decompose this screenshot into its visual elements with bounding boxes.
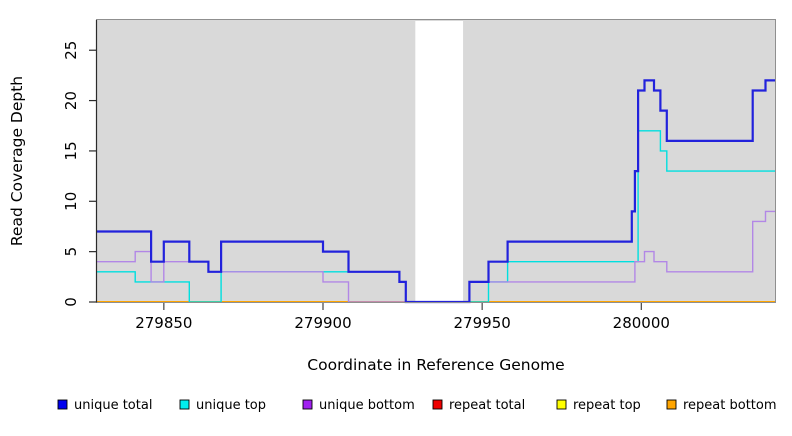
x-tick-label: 279950 xyxy=(454,314,511,332)
x-tick-label: 280000 xyxy=(613,314,670,332)
legend-label-repeat-bottom: repeat bottom xyxy=(683,398,777,413)
x-tick-label: 279900 xyxy=(294,314,351,332)
coverage-gap-region xyxy=(415,21,464,302)
y-tick-label: 15 xyxy=(62,141,80,160)
legend-swatch-unique-top xyxy=(179,399,190,410)
legend-swatch-unique-total xyxy=(57,399,68,410)
y-tick-label: 25 xyxy=(62,41,80,60)
legend-label-repeat-total: repeat total xyxy=(449,398,525,413)
y-tick-label: 0 xyxy=(62,297,80,307)
series-unique-total xyxy=(97,79,775,304)
y-axis-title: Read Coverage Depth xyxy=(8,76,26,246)
y-tick-label: 20 xyxy=(62,91,80,110)
x-tick-label: 279850 xyxy=(135,314,192,332)
legend-label-unique-total: unique total xyxy=(74,398,152,413)
legend-swatch-repeat-top xyxy=(556,399,567,410)
legend-swatch-repeat-bottom xyxy=(666,399,677,410)
legend-swatch-unique-bottom xyxy=(302,399,313,410)
y-tick-label: 5 xyxy=(62,247,80,257)
legend-label-repeat-top: repeat top xyxy=(573,398,641,413)
x-axis-title: Coordinate in Reference Genome xyxy=(307,356,564,374)
legend-label-unique-top: unique top xyxy=(196,398,266,413)
legend-swatch-repeat-total xyxy=(432,399,443,410)
legend-label-unique-bottom: unique bottom xyxy=(319,398,415,413)
y-tick-label: 10 xyxy=(62,192,80,211)
